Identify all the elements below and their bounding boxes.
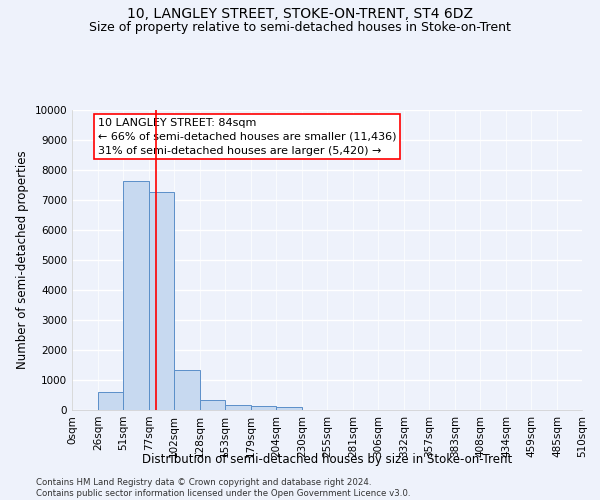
Bar — [149, 192, 174, 410]
Text: Size of property relative to semi-detached houses in Stoke-on-Trent: Size of property relative to semi-detach… — [89, 21, 511, 34]
Text: Distribution of semi-detached houses by size in Stoke-on-Trent: Distribution of semi-detached houses by … — [142, 452, 512, 466]
Bar — [276, 407, 302, 410]
Text: 10, LANGLEY STREET, STOKE-ON-TRENT, ST4 6DZ: 10, LANGLEY STREET, STOKE-ON-TRENT, ST4 … — [127, 8, 473, 22]
Bar — [200, 400, 225, 410]
Bar — [98, 392, 123, 410]
Text: 10 LANGLEY STREET: 84sqm
← 66% of semi-detached houses are smaller (11,436)
31% : 10 LANGLEY STREET: 84sqm ← 66% of semi-d… — [98, 118, 397, 156]
Y-axis label: Number of semi-detached properties: Number of semi-detached properties — [16, 150, 29, 370]
Bar — [123, 181, 149, 410]
Bar — [225, 406, 251, 410]
Bar — [251, 406, 276, 410]
Bar — [174, 370, 200, 410]
Text: Contains HM Land Registry data © Crown copyright and database right 2024.
Contai: Contains HM Land Registry data © Crown c… — [36, 478, 410, 498]
